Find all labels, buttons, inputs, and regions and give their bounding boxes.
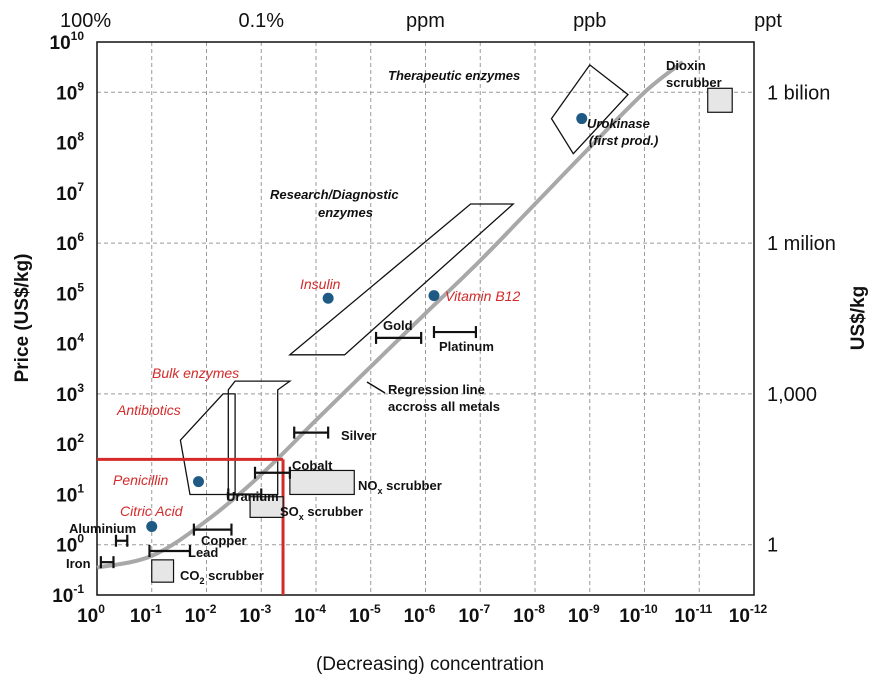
right-label-1: 1: [767, 535, 778, 557]
y-tick-label-0: 10-1: [52, 582, 84, 607]
y-tick-label-4: 103: [56, 381, 84, 406]
plot-frame: [96, 41, 755, 596]
box-sox-scrubber: [249, 496, 284, 518]
x-tick-label-4: 10-4: [294, 602, 326, 627]
label-iron: Iron: [66, 556, 91, 571]
range-platinum: [432, 326, 478, 339]
range-gold: [374, 331, 423, 344]
label-therapeutic-enzymes: Therapeutic enzymes: [388, 68, 520, 83]
label-citric-acid: Citric Acid: [120, 503, 184, 519]
range-copper: [192, 523, 233, 536]
range-uranium: [227, 488, 263, 501]
top-label-ppt: ppt: [754, 10, 782, 32]
label-lead: Lead: [188, 545, 218, 560]
y-tick-label-11: 1010: [50, 29, 85, 54]
region-therapeutic-enzymes: [550, 63, 629, 155]
x-tick-label-5: 10-5: [349, 602, 381, 627]
x-tick-label-11: 10-11: [674, 602, 712, 627]
box-co2-scrubber: [151, 559, 175, 583]
y-tick-label-8: 107: [56, 180, 84, 205]
x-tick-label-3: 10-3: [239, 602, 271, 627]
x-tick-label-8: 10-8: [513, 602, 545, 627]
label-penicillin: Penicillin: [113, 472, 168, 488]
label-gold: Gold: [383, 318, 413, 333]
grid-lines: [97, 42, 754, 595]
label-regression: Regression line: [388, 382, 485, 397]
y-tick-label-7: 106: [56, 230, 84, 255]
regression-line: [96, 60, 685, 570]
label-silver: Silver: [341, 428, 376, 443]
box-dioxin-scrubber: [707, 87, 733, 113]
label-platinum: Platinum: [439, 339, 494, 354]
range-aluminium: [114, 534, 129, 547]
label-bulk-enzymes: Bulk enzymes: [152, 365, 239, 381]
x-tick-label-10: 10-10: [619, 602, 658, 627]
y-tick-label-5: 104: [56, 331, 84, 356]
y-tick-label-9: 108: [56, 130, 84, 155]
top-label-ppm: ppm: [406, 10, 445, 32]
label-urokinase-sub: (first prod.): [589, 133, 658, 148]
label-regression-sub: accross all metals: [388, 399, 500, 414]
label-dioxin-sub: scrubber: [666, 75, 722, 90]
right-axis-labels: 1 bilion 1 milion 1,000 1: [767, 82, 836, 556]
label-copper: Copper: [201, 533, 247, 548]
label-research-enzymes-sub: enzymes: [318, 205, 373, 220]
x-tick-label-2: 10-2: [185, 602, 217, 627]
y-tick-label-3: 102: [56, 431, 84, 456]
region-research-diagnostic-enzymes: [288, 203, 515, 356]
metal-ranges: [99, 326, 478, 569]
right-label-1-bilion: 1 bilion: [767, 82, 830, 104]
top-label-100: 100%: [60, 10, 111, 32]
y-axis-title: Price (US$/kg): [12, 254, 33, 383]
label-aluminium: Aluminium: [69, 521, 136, 536]
x-tick-label-12: 10-12: [729, 602, 768, 627]
data-points: [146, 113, 588, 533]
range-silver: [293, 426, 330, 439]
x-tick-label-7: 10-7: [458, 602, 490, 627]
label-sox-scrubber: SOx scrubber: [280, 504, 363, 522]
y-tick-label-2: 101: [56, 481, 84, 506]
scrubber-boxes: [151, 87, 733, 583]
x-tick-labels: 100 10-1 10-2 10-3 10-4 10-5 10-6 10-7 10-8 10-9 1…: [77, 602, 767, 627]
label-antibiotics: Antibiotics: [116, 402, 181, 418]
label-cobalt: Cobalt: [292, 458, 333, 473]
x-tick-label-0: 100: [77, 602, 105, 627]
top-label-0-1: 0.1%: [238, 10, 284, 32]
label-nox-scrubber: NOx scrubber: [358, 478, 442, 496]
label-vitamin-b12: Vitamin B12: [445, 288, 520, 304]
region-antibiotics: [179, 393, 236, 496]
y-tick-label-1: 100: [56, 532, 84, 557]
label-urokinase: Urokinase: [587, 116, 650, 131]
x-tick-label-9: 10-9: [568, 602, 600, 627]
x-tick-label-1: 10-1: [130, 602, 162, 627]
range-cobalt: [253, 466, 291, 479]
y-tick-labels: 10-1 100 101 102 103 104 105 106 107 108 109 1010: [50, 29, 85, 607]
label-dioxin: Dioxin: [666, 58, 706, 73]
point-insulin: [322, 292, 334, 304]
top-label-ppb: ppb: [573, 10, 606, 32]
reference-lines: [97, 457, 285, 595]
x-axis-title: (Decreasing) concentration: [316, 654, 544, 675]
box-nox-scrubber: [289, 469, 355, 496]
point-urokinase-first-prod: [576, 113, 588, 125]
label-co2-scrubber: CO2 scrubber: [180, 568, 264, 586]
x-tick-label-6: 10-6: [404, 602, 436, 627]
label-research-enzymes: Research/Diagnostic: [270, 187, 399, 202]
regions: [179, 63, 629, 496]
label-insulin: Insulin: [300, 276, 341, 292]
range-lead: [148, 545, 192, 558]
label-uranium: Uranium: [226, 489, 279, 504]
regression-pointer: [366, 381, 386, 394]
range-iron: [99, 556, 115, 569]
point-citric-acid: [146, 521, 158, 533]
y-tick-label-10: 109: [56, 79, 84, 104]
top-axis-labels: 100% 0.1% ppm ppb ppt: [60, 10, 782, 32]
right-label-1-milion: 1 milion: [767, 233, 836, 255]
right-axis-title: US$/kg: [848, 286, 869, 350]
right-label-1-000: 1,000: [767, 384, 817, 406]
point-vitamin-b12: [428, 290, 440, 302]
point-penicillin: [192, 476, 204, 488]
y-tick-label-6: 105: [56, 280, 84, 305]
